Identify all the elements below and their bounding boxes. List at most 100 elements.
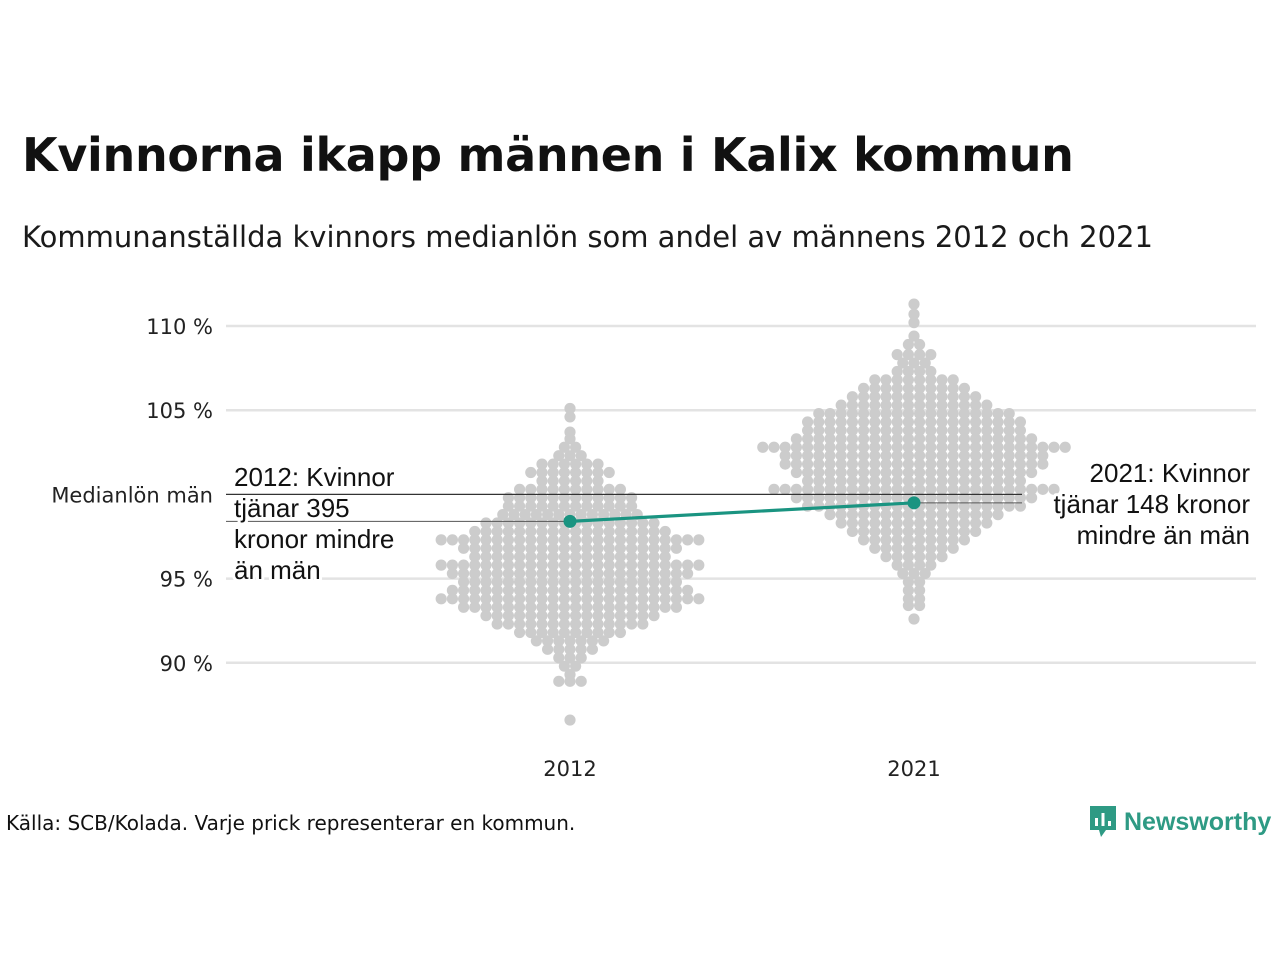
swarm-dot: [586, 509, 599, 521]
swarm-dot: [514, 618, 526, 630]
swarm-dot: [858, 399, 870, 411]
swarm-dot: [835, 416, 847, 428]
swarm-dot: [614, 559, 627, 571]
swarm-dot: [846, 441, 859, 453]
swarm-dot: [1026, 483, 1038, 495]
swarm-dot: [824, 433, 836, 445]
swarm-dot: [592, 534, 604, 546]
swarm-dot: [992, 483, 1004, 495]
swarm-dot: [564, 652, 576, 664]
swarm-dot: [908, 613, 920, 625]
swarm-dot: [502, 517, 514, 529]
swarm-dot: [958, 500, 971, 512]
swarm-dot: [469, 534, 481, 546]
swarm-dot: [626, 559, 638, 571]
swarm-dot: [992, 441, 1004, 453]
swarm-dot: [1003, 475, 1015, 487]
swarm-dot: [592, 542, 604, 554]
swarm-dot: [575, 450, 587, 462]
swarm-dot: [925, 407, 937, 420]
swarm-dot: [846, 450, 859, 462]
swarm-dot: [992, 466, 1004, 479]
swarm-dot: [947, 466, 959, 479]
swarm-dot: [869, 441, 881, 453]
swarm-dot: [514, 534, 526, 546]
swarm-dot: [869, 424, 881, 437]
y-tick-label: 105 %: [146, 399, 213, 423]
swarm-dot: [1014, 466, 1026, 479]
swarm-dot: [790, 466, 803, 479]
swarm-dot: [592, 626, 604, 639]
swarm-dot: [891, 365, 903, 378]
swarm-dot: [575, 635, 587, 647]
swarm-dot: [835, 399, 847, 411]
swarm-dot: [614, 610, 627, 622]
swarm-dot: [581, 551, 593, 563]
swarm-dot: [558, 534, 571, 546]
swarm-dot: [779, 441, 791, 453]
swarm-dot: [525, 584, 537, 596]
swarm-dot: [614, 542, 627, 554]
swarm-dot: [958, 441, 971, 453]
swarm-dot: [536, 559, 548, 571]
swarm-dot: [592, 551, 604, 563]
swarm-dot: [880, 374, 892, 386]
swarm-dot: [858, 416, 870, 428]
swarm-dot: [547, 466, 559, 479]
swarm-dot: [947, 534, 959, 546]
swarm-dot: [558, 593, 571, 605]
swarm-dot: [880, 391, 892, 403]
swarm-dot: [536, 567, 548, 580]
swarm-dot: [536, 466, 548, 479]
swarm-dot: [902, 483, 915, 495]
swarm-dot: [880, 450, 892, 462]
swarm-dot: [802, 450, 814, 462]
swarm-dot: [846, 525, 859, 538]
swarm-dot: [603, 466, 615, 479]
swarm-dot: [659, 601, 671, 613]
swarm-dot: [469, 584, 481, 596]
swarm-dot: [581, 601, 593, 613]
swarm-dot: [536, 525, 548, 538]
swarm-dot: [480, 584, 492, 596]
swarm-dot: [1037, 483, 1049, 495]
swarm-dot: [564, 433, 576, 445]
swarm-dot: [947, 450, 959, 462]
swarm-dot: [835, 509, 847, 521]
swarm-dot: [536, 626, 548, 639]
swarm-dot: [670, 567, 683, 580]
swarm-dot: [514, 576, 526, 588]
swarm-dot: [891, 559, 903, 571]
swarm-dot: [469, 601, 481, 613]
swarm-dot: [858, 534, 870, 546]
swarm-dot: [858, 382, 870, 394]
swarm-dot: [558, 618, 571, 630]
swarm-dot: [802, 416, 814, 428]
swarm-dot: [637, 610, 649, 622]
swarm-dot: [525, 576, 537, 588]
swarm-dot: [525, 542, 537, 554]
swarm-dot: [581, 500, 593, 512]
swarm-dot: [491, 576, 503, 588]
swarm-dot: [514, 567, 526, 580]
swarm-dot: [914, 382, 926, 394]
swarm-dot: [491, 567, 503, 580]
swarm-dot: [936, 542, 948, 554]
swarm-dot: [637, 567, 649, 580]
swarm-dot: [570, 559, 582, 571]
swarm-dot: [480, 601, 492, 613]
brand-logo[interactable]: Newsworthy: [1088, 804, 1271, 840]
swarm-dot: [846, 517, 859, 529]
swarm-dot: [542, 635, 554, 647]
swarm-dot: [514, 517, 526, 529]
swarm-dot: [626, 576, 638, 588]
swarm-dot: [902, 534, 915, 546]
swarm-dot: [581, 593, 593, 605]
swarm-dot: [936, 466, 948, 479]
swarm-dot: [525, 534, 537, 546]
swarm-dot: [981, 424, 993, 437]
annotation-line: kronor mindre: [234, 524, 394, 554]
swarm-dot: [603, 618, 615, 630]
swarm-dot: [502, 542, 514, 554]
swarm-dot: [514, 593, 526, 605]
